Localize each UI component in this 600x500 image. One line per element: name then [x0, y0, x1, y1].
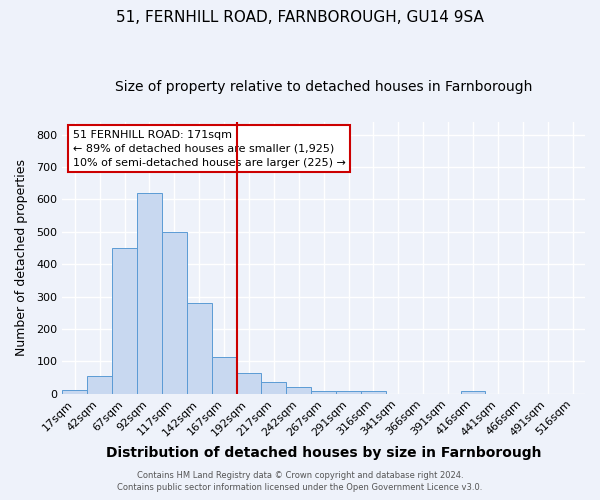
- X-axis label: Distribution of detached houses by size in Farnborough: Distribution of detached houses by size …: [106, 446, 541, 460]
- Bar: [361, 391, 386, 394]
- Bar: [87, 376, 112, 394]
- Bar: [162, 232, 187, 394]
- Bar: [137, 193, 162, 394]
- Text: Contains HM Land Registry data © Crown copyright and database right 2024.
Contai: Contains HM Land Registry data © Crown c…: [118, 471, 482, 492]
- Text: 51, FERNHILL ROAD, FARNBOROUGH, GU14 9SA: 51, FERNHILL ROAD, FARNBOROUGH, GU14 9SA: [116, 10, 484, 25]
- Bar: [62, 390, 87, 394]
- Bar: [286, 386, 311, 394]
- Title: Size of property relative to detached houses in Farnborough: Size of property relative to detached ho…: [115, 80, 532, 94]
- Bar: [461, 391, 485, 394]
- Bar: [336, 391, 361, 394]
- Bar: [262, 382, 286, 394]
- Bar: [187, 303, 212, 394]
- Bar: [212, 356, 236, 394]
- Bar: [112, 248, 137, 394]
- Bar: [311, 390, 336, 394]
- Y-axis label: Number of detached properties: Number of detached properties: [15, 159, 28, 356]
- Text: 51 FERNHILL ROAD: 171sqm
← 89% of detached houses are smaller (1,925)
10% of sem: 51 FERNHILL ROAD: 171sqm ← 89% of detach…: [73, 130, 346, 168]
- Bar: [236, 373, 262, 394]
